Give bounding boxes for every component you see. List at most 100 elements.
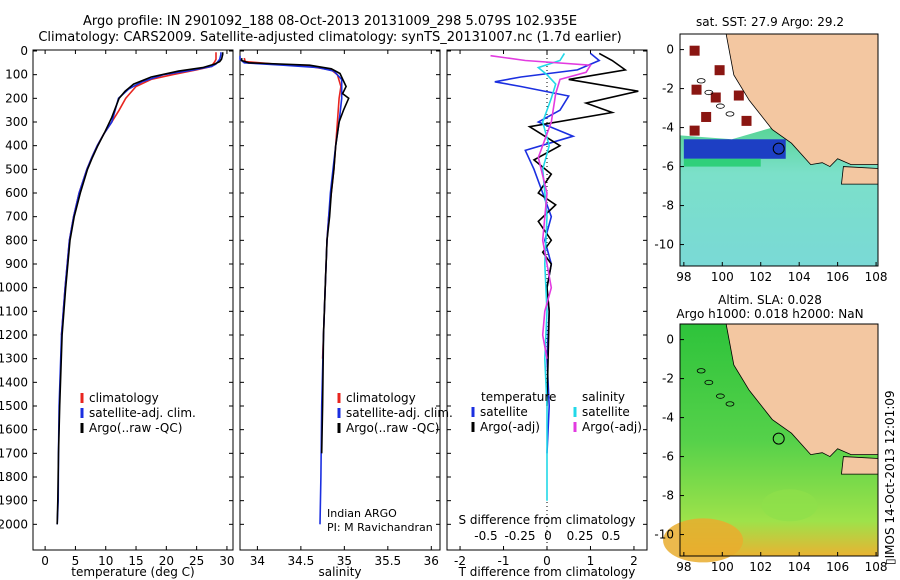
legend-item-label: climatology [346, 391, 416, 405]
figure-title-line1: Argo profile: IN 2901092_188 08-Oct-2013… [82, 14, 578, 29]
series-line-salinity-argo-adj- [490, 54, 592, 359]
map-y-tick-label: -6 [662, 160, 674, 174]
x-tick-label: -2 [454, 554, 466, 568]
map-x-tick-label: 108 [865, 270, 888, 284]
profile-panel-2: 34 34.5 35 35.5 36 salinity [239, 49, 441, 579]
legend-item-label: Argo(-adj) [582, 420, 642, 434]
map-frame [679, 323, 879, 557]
map-y-tick-label: -8 [662, 489, 674, 503]
map-y-tick-label: -2 [662, 372, 674, 386]
map-x-tick-label: 106 [826, 270, 849, 284]
y-tick-label: 300 [5, 115, 28, 129]
top-axis-label: S difference from climatology [459, 513, 636, 527]
legend-item-label: satellite [480, 405, 528, 419]
island-outline [715, 393, 725, 399]
sla-map-title: Altim. SLA: 0.028 [718, 293, 822, 307]
map-x-tick-label: 100 [711, 560, 734, 574]
x-tick-label: 36 [424, 554, 439, 568]
island-outline [704, 379, 714, 386]
y-tick-label: 1200 [0, 328, 28, 342]
map-frame [679, 33, 879, 267]
x-tick-label: 25 [189, 554, 204, 568]
top-tick-label: 0.5 [601, 529, 620, 543]
y-tick-label: 400 [5, 139, 28, 153]
sst-high-pixel [741, 115, 752, 126]
x-tick-label: 35 [337, 554, 352, 568]
x-tick-label: -1 [498, 554, 510, 568]
argo-float-marker [772, 142, 785, 155]
map-x-tick-label: 102 [749, 270, 772, 284]
top-tick-label: 0 [544, 529, 552, 543]
map-y-tick-label: -4 [662, 411, 674, 425]
y-tick-label: 1500 [0, 399, 28, 413]
legend-item-label: climatology [89, 391, 159, 405]
land-java [841, 456, 879, 475]
map-y-tick-label: -10 [654, 528, 674, 542]
legend-item-label: Argo(-adj) [480, 420, 540, 434]
map-x-tick-label: 104 [788, 270, 811, 284]
x-tick-label: 2 [630, 554, 638, 568]
map-y-tick-label: -10 [654, 238, 674, 252]
legend-title-salinity: salinity [582, 390, 625, 404]
sst-high-pixel [701, 111, 712, 122]
x-tick-label: 5 [72, 554, 80, 568]
map-x-tick-label: 98 [676, 270, 691, 284]
y-tick-label: 1000 [0, 281, 28, 295]
band-edge [683, 158, 761, 167]
map-y-tick-label: 0 [666, 333, 674, 347]
x-axis-label: salinity [318, 565, 361, 579]
x-tick-label: 34.5 [288, 554, 315, 568]
map-x-tick-label: 98 [676, 560, 691, 574]
series-line-salinity-satellite [536, 52, 566, 501]
imos-timestamp: ▯IMOS 14-Oct-2013 12:01:09 [883, 390, 897, 565]
panel-frame [32, 49, 234, 551]
sst-high-pixel [689, 45, 700, 56]
annotation-pi: PI: M Ravichandran [327, 521, 433, 534]
y-tick-label: 200 [5, 91, 28, 105]
legend-item-label: Argo(..raw -QC) [89, 421, 182, 435]
sst-high-pixel [691, 84, 702, 95]
map-y-tick-label: -8 [662, 199, 674, 213]
profile-panel-3: -2 -1 0 1 2T difference from climatology [446, 49, 648, 579]
x-tick-label: 0 [543, 554, 551, 568]
y-tick-label: 1400 [0, 375, 28, 389]
sla-patch [761, 489, 818, 522]
profile-panel-1: 0 5 10 15 20 25 30 temperature (deg C) 0 100 200 30… [0, 44, 235, 579]
island-outline [696, 368, 706, 374]
y-tick-label: 700 [5, 210, 28, 224]
y-tick-label: 0 [20, 44, 28, 58]
map-x-tick-label: 106 [826, 560, 849, 574]
x-axis-label: temperature (deg C) [71, 565, 194, 579]
sst-high-pixel [714, 65, 725, 76]
y-tick-label: 100 [5, 68, 28, 82]
y-tick-label: 1300 [0, 352, 28, 366]
island-outline [696, 78, 706, 84]
y-tick-label: 1700 [0, 446, 28, 460]
island-outline [725, 401, 735, 407]
top-tick-label: -0.5 [474, 529, 497, 543]
annotation-indian-argo: Indian ARGO [327, 507, 397, 520]
cold-band [683, 139, 786, 159]
land-java [841, 166, 879, 185]
x-tick-label: 34 [250, 554, 265, 568]
top-tick-label: 0.25 [567, 529, 594, 543]
island-outline [715, 103, 725, 109]
map-x-tick-label: 102 [749, 560, 772, 574]
y-tick-label: 2000 [0, 517, 28, 531]
series-line-satellite-adj-clim- [239, 55, 343, 525]
x-tick-label: 0 [41, 554, 49, 568]
map-x-tick-label: 104 [788, 560, 811, 574]
map-x-tick-label: 108 [865, 560, 888, 574]
map-x-tick-label: 100 [711, 270, 734, 284]
y-tick-label: 1800 [0, 470, 28, 484]
series-line-argo-raw-qc- [240, 58, 350, 454]
y-tick-label: 1100 [0, 304, 28, 318]
top-tick-label: -0.25 [504, 529, 535, 543]
sst-high-pixel [710, 92, 721, 103]
map-y-tick-label: -2 [662, 82, 674, 96]
y-tick-label: 500 [5, 162, 28, 176]
figure-title-line2: Climatology: CARS2009. Satellite-adjuste… [38, 30, 622, 45]
y-tick-label: 1600 [0, 423, 28, 437]
series-line-satellite-adj-clim- [56, 52, 222, 525]
sla-high-patch [663, 518, 744, 563]
